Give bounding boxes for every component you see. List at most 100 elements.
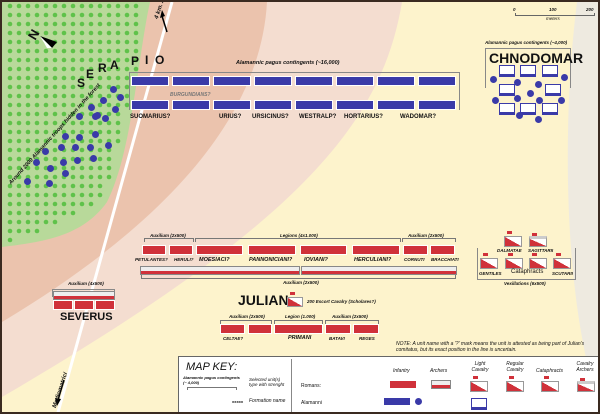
tree-icon [79,39,85,45]
tree-icon [88,30,94,36]
key-cavalry-archers-roman [577,378,595,392]
tree-icon [115,21,121,27]
alamanni-warband-marker [535,116,542,123]
escort-label: 200 Escort Cavalry (Scholares?) [307,299,376,304]
tree-icon [34,129,40,135]
alamanni-warband-marker [88,104,95,111]
tree-icon [97,30,103,36]
tree-icon [52,174,58,180]
severus-label: SEVERUS [60,311,113,323]
tree-icon [16,3,22,9]
tree-icon [115,138,121,144]
alamanni-cavalry-unit [499,65,515,77]
tree-icon [43,138,49,144]
tree-icon [106,48,112,54]
alamanni-infantry-unit [172,76,210,86]
unit-label: HERCULIANI? [354,257,392,263]
tree-icon [25,102,31,108]
tree-icon [70,138,76,144]
tree-icon [79,21,85,27]
key-infantry-roman [389,380,417,389]
alamanni-warband-marker [87,144,94,151]
escort-cavalry-icon [287,292,303,307]
tree-icon [88,57,94,63]
unit-label: PRIMANI [288,335,312,341]
unit-label: SCUTARII [552,271,573,276]
light-cavalry-unit [504,231,522,247]
tree-icon [52,3,58,9]
alamanni-warband-marker [102,115,109,122]
tree-icon [79,165,85,171]
alamanni-warband-marker [47,165,54,172]
map-key: MAP KEY: Alamannic pagus contingents (~ … [178,356,598,412]
tree-icon [52,138,58,144]
tree-icon [25,12,31,18]
tree-icon [106,57,112,63]
infantry-unit [248,245,296,255]
tree-icon [124,39,130,45]
alamanni-warband-marker [94,112,101,119]
tree-icon [133,12,139,18]
tree-icon [16,57,22,63]
tree-icon [52,84,58,90]
tree-icon [106,165,112,171]
tree-icon [124,66,130,72]
tree-icon [7,165,13,171]
tree-icon [52,75,58,81]
tree-icon [61,192,67,198]
tree-icon [124,21,130,27]
tree-icon [43,84,49,90]
tree-icon [16,219,22,225]
key-cavalry-alamanni [471,398,487,410]
tree-icon [79,174,85,180]
tree-icon [25,192,31,198]
alamanni-warband-marker [62,133,69,140]
tree-icon [7,156,13,162]
tree-icon [7,111,13,117]
group-label: Auxilium (2x500) [229,314,265,319]
unit-label: IOVIANI? [304,257,328,263]
tree-icon [79,84,85,90]
alamanni-infantry-unit [213,76,251,86]
key-cataphracts-roman [541,376,559,392]
tree-icon [43,93,49,99]
tree-icon [34,183,40,189]
tree-icon [70,201,76,207]
tree-icon [16,30,22,36]
tree-icon [133,21,139,27]
tree-icon [115,30,121,36]
key-regular-cavalry-roman [506,376,524,392]
tree-icon [16,12,22,18]
tree-icon [97,57,103,63]
tree-icon [61,93,67,99]
tree-icon [61,201,67,207]
tree-icon [7,129,13,135]
tree-icon [97,165,103,171]
tree-icon [16,129,22,135]
tree-icon [16,192,22,198]
tree-icon [124,75,130,81]
tree-icon [79,147,85,153]
tree-icon [115,3,121,9]
unit-label: CELTAE? [223,336,244,341]
alamanni-warband-marker [90,155,97,162]
tree-icon [70,183,76,189]
tree-icon [16,201,22,207]
tree-icon [43,129,49,135]
chnodomar-group [485,48,571,88]
tree-icon [52,120,58,126]
tree-icon [70,3,76,9]
tree-icon [52,192,58,198]
tree-icon [79,66,85,72]
alamanni-infantry-unit [254,76,292,86]
archer-unit [53,291,115,300]
tree-icon [25,30,31,36]
alamanni-infantry-unit [336,100,374,110]
tree-icon [106,30,112,36]
tree-icon [25,138,31,144]
tree-icon [97,120,103,126]
tree-icon [7,30,13,36]
unit-label: DALMATAE [497,248,522,253]
infantry-unit [325,324,351,334]
tree-icon [97,183,103,189]
